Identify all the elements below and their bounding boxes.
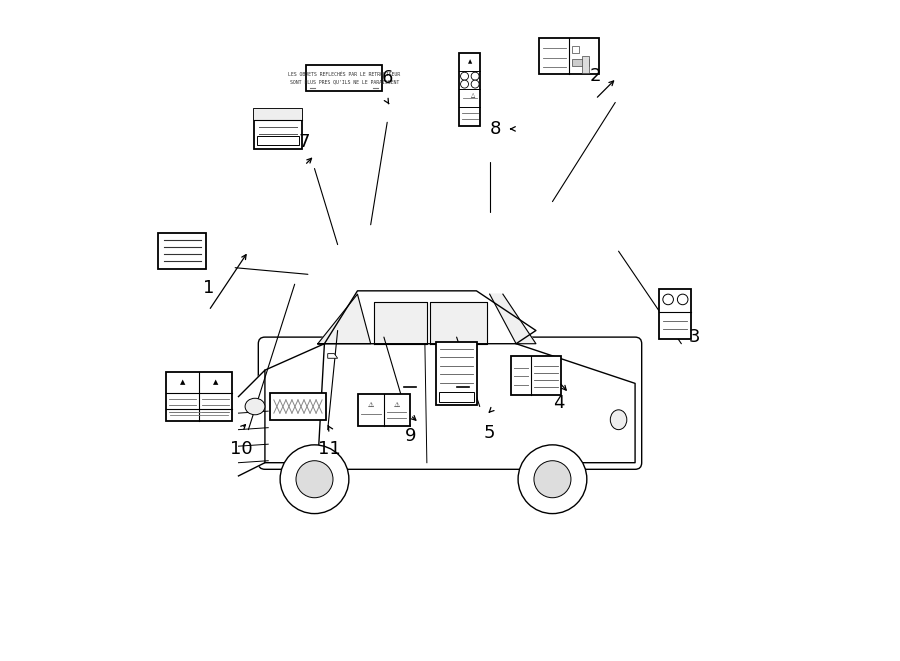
Polygon shape — [265, 344, 324, 463]
Polygon shape — [490, 294, 536, 344]
FancyBboxPatch shape — [270, 393, 326, 420]
Circle shape — [662, 294, 673, 305]
Text: 7: 7 — [299, 133, 310, 151]
Polygon shape — [328, 354, 338, 358]
Text: SONT PLUS PRES QU'ILS NE LE PARAISSENT: SONT PLUS PRES QU'ILS NE LE PARAISSENT — [290, 79, 399, 85]
Polygon shape — [430, 302, 487, 344]
FancyBboxPatch shape — [306, 65, 382, 91]
Text: ▲: ▲ — [468, 59, 472, 65]
FancyBboxPatch shape — [258, 337, 642, 469]
Bar — [439, 391, 474, 401]
Polygon shape — [516, 344, 635, 463]
Circle shape — [678, 294, 688, 305]
Text: 9: 9 — [405, 427, 416, 446]
Circle shape — [518, 445, 587, 514]
Text: 4: 4 — [554, 394, 565, 412]
Text: ⚠: ⚠ — [393, 401, 400, 408]
Bar — [572, 59, 589, 66]
Text: 1: 1 — [203, 278, 214, 297]
FancyBboxPatch shape — [511, 356, 561, 395]
FancyBboxPatch shape — [659, 290, 690, 338]
Bar — [255, 109, 302, 120]
Polygon shape — [374, 302, 427, 344]
Text: ▲: ▲ — [212, 379, 218, 385]
Text: 11: 11 — [319, 440, 341, 459]
Polygon shape — [318, 291, 536, 344]
Text: 3: 3 — [688, 328, 700, 346]
Polygon shape — [318, 294, 371, 344]
Ellipse shape — [245, 398, 265, 415]
Text: ▲: ▲ — [180, 379, 185, 385]
Polygon shape — [238, 370, 265, 476]
Circle shape — [472, 80, 479, 88]
Circle shape — [534, 461, 571, 498]
Text: △: △ — [471, 92, 475, 97]
Bar — [257, 136, 300, 145]
Text: 2: 2 — [590, 67, 601, 85]
FancyBboxPatch shape — [166, 371, 232, 422]
FancyBboxPatch shape — [539, 38, 599, 74]
Text: 8: 8 — [490, 120, 500, 138]
FancyBboxPatch shape — [358, 394, 410, 426]
FancyBboxPatch shape — [436, 342, 477, 405]
Text: 10: 10 — [230, 440, 253, 459]
Ellipse shape — [610, 410, 626, 430]
FancyBboxPatch shape — [255, 109, 302, 149]
FancyBboxPatch shape — [459, 53, 481, 126]
Bar — [572, 46, 579, 53]
Circle shape — [296, 461, 333, 498]
FancyBboxPatch shape — [158, 233, 206, 270]
Circle shape — [461, 80, 469, 88]
Text: ⚠: ⚠ — [368, 401, 374, 408]
Text: 5: 5 — [484, 424, 495, 442]
Circle shape — [280, 445, 349, 514]
Bar — [582, 56, 589, 73]
Circle shape — [472, 72, 479, 80]
Text: 6: 6 — [382, 69, 393, 87]
Text: LES OBJETS REFLECHÉS PAR LE RETROVISEUR: LES OBJETS REFLECHÉS PAR LE RETROVISEUR — [288, 71, 400, 77]
Circle shape — [461, 72, 469, 80]
